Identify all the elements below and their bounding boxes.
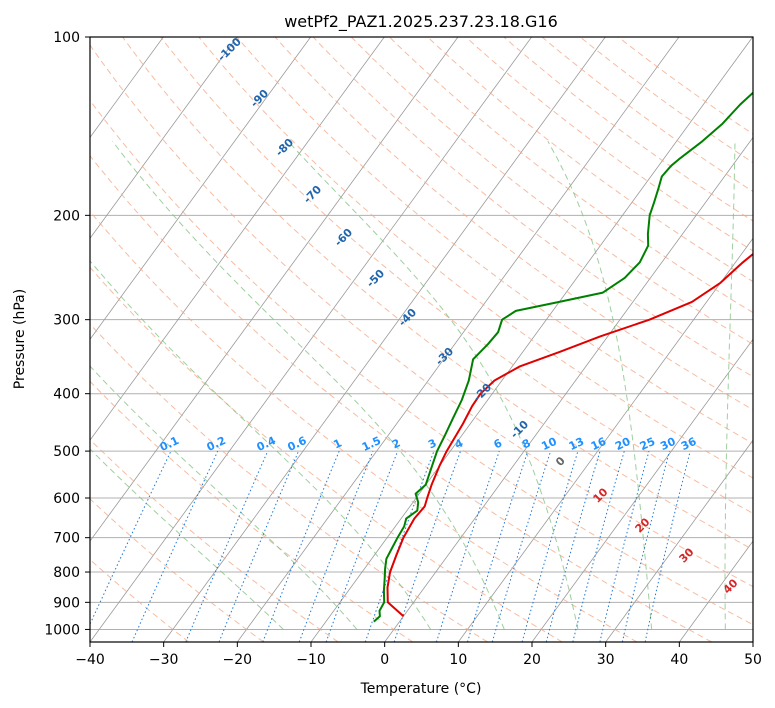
moist-adiabat-line	[724, 141, 736, 630]
dry-adiabat-line	[90, 380, 414, 642]
isotherm-line	[163, 37, 606, 642]
mixing-ratio-label: 10	[539, 435, 559, 453]
grid-layer	[90, 37, 753, 642]
x-tick-label: 30	[597, 652, 615, 668]
mixing-ratio-line	[644, 450, 691, 642]
dry-adiabat-line	[465, 37, 753, 252]
isotherm-line	[90, 37, 385, 441]
x-tick-label: −20	[223, 652, 253, 668]
dry-adiabat-line	[389, 37, 753, 314]
x-axis-label: Temperature (°C)	[360, 681, 482, 697]
plot-area: 0.1 0.2 0.4 0.6 1 1.5 2 3 4 6 8 10 13 16 20 25 30 36-100-…	[90, 37, 753, 642]
y-tick-label: 500	[53, 444, 80, 460]
dry-adiabat-line	[236, 37, 753, 445]
isotherm-line	[605, 439, 753, 642]
y-tick-label: 200	[53, 208, 80, 224]
moist-adiabat-line	[90, 260, 432, 630]
isotherm-line	[90, 37, 459, 542]
y-axis-ticks: 1000 900 800 700 600 500 400 300 200 100	[44, 30, 90, 638]
dry-adiabat-line	[160, 37, 753, 514]
dry-adiabat-line	[90, 154, 712, 642]
mixing-ratio-line	[185, 450, 269, 642]
mixing-ratio-line	[298, 450, 374, 642]
y-axis-label: Pressure (hPa)	[12, 289, 28, 389]
isotherm-line	[752, 641, 753, 642]
x-tick-label: 20	[523, 652, 541, 668]
mixing-ratio-label: 30	[658, 435, 678, 453]
mixing-ratio-line	[218, 450, 299, 642]
isotherm-line	[90, 37, 532, 642]
mixing-ratio-line	[131, 450, 219, 642]
dry-adiabat-line	[122, 37, 753, 551]
dewpoint-line	[373, 91, 753, 623]
moist-adiabat-line	[547, 141, 653, 630]
x-tick-label: 50	[744, 652, 762, 668]
mixing-ratio-line	[393, 450, 461, 642]
chart-title: wetPf2_PAZ1.2025.237.23.18.G16	[284, 12, 558, 32]
isotherm-line	[237, 37, 680, 642]
y-tick-label: 300	[53, 313, 80, 329]
dry-adiabat-line	[198, 37, 753, 479]
y-tick-label: 1000	[44, 622, 80, 638]
y-tick-label: 900	[53, 595, 80, 611]
mixing-ratio-line	[572, 450, 625, 642]
dry-adiabat-line	[274, 37, 753, 411]
isotherm-line	[90, 37, 311, 340]
mixing-ratio-line	[599, 450, 650, 642]
moist-adiabat-line	[287, 140, 579, 630]
y-tick-label: 100	[53, 30, 80, 46]
mixing-ratio-label: 13	[567, 435, 586, 453]
dry-adiabat-line	[90, 99, 753, 626]
mixing-ratio-label: 25	[638, 435, 657, 453]
mixing-ratio-label: 16	[589, 435, 609, 453]
dry-adiabat-line	[90, 323, 488, 642]
mixing-ratio-label: 36	[679, 435, 699, 453]
dry-adiabat-line	[90, 210, 638, 642]
y-tick-label: 400	[53, 387, 80, 403]
isotherm-line	[90, 37, 238, 240]
mixing-ratio-label: 20	[613, 435, 633, 453]
dry-adiabat-line	[90, 44, 753, 588]
adiabat-layer	[90, 37, 753, 642]
y-tick-label: 600	[53, 491, 80, 507]
dry-adiabat-line	[90, 498, 264, 642]
plot-frame	[89, 36, 754, 643]
mixing-ratio-line	[262, 450, 340, 642]
x-tick-label: −30	[149, 652, 179, 668]
mixing-ratio-line	[435, 450, 500, 642]
x-tick-label: 10	[449, 652, 467, 668]
dry-adiabat-line	[503, 37, 753, 222]
x-tick-label: −40	[75, 652, 105, 668]
mixing-ratio-line	[521, 450, 579, 642]
mixing-ratio-line	[621, 450, 670, 642]
dry-adiabat-line	[427, 37, 753, 283]
x-tick-label: 40	[670, 652, 688, 668]
isotherm-line	[458, 237, 753, 642]
series-layer	[373, 91, 753, 623]
mixing-ratio-line	[467, 450, 529, 642]
mixing-ratio-line	[364, 450, 435, 642]
moist-adiabat-line	[112, 140, 505, 630]
temperature-line	[386, 252, 753, 617]
mixing-ratio-line	[545, 450, 601, 642]
mixing-ratio-line	[491, 450, 552, 642]
x-tick-label: −10	[296, 652, 326, 668]
x-axis-ticks: −40 −30 −20 −10 0 10 20 30 40 50	[75, 642, 762, 668]
moist-adiabat-line	[90, 365, 358, 630]
y-tick-label: 800	[53, 565, 80, 581]
mixing-ratio-line	[325, 450, 399, 642]
x-tick-label: 0	[380, 652, 389, 668]
y-tick-label: 700	[53, 531, 80, 547]
